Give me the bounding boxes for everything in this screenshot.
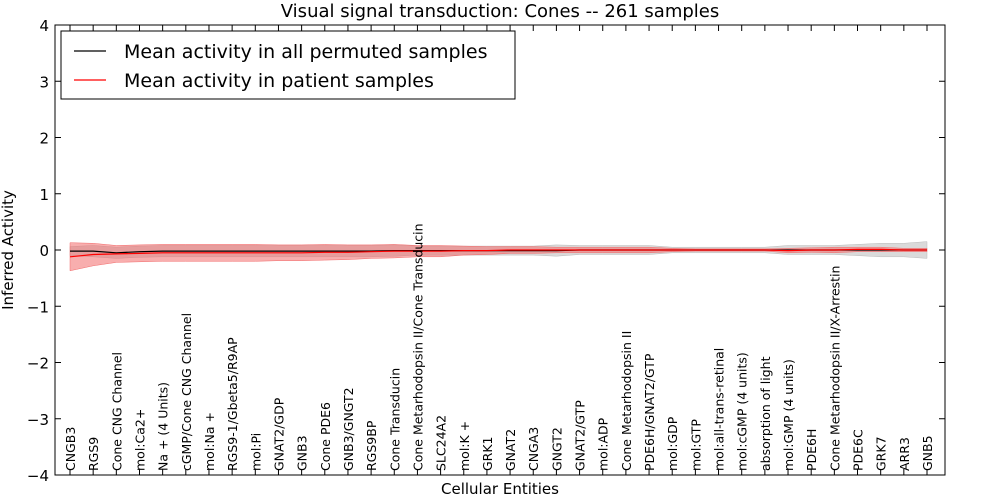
x-tick-label: cGMP/Cone CNG Channel — [179, 313, 194, 471]
x-tick-label: mol:Ca2+ — [132, 409, 147, 471]
x-tick-label: GNAT2/GDP — [271, 397, 286, 471]
x-tick-label: mol:GDP — [665, 416, 680, 471]
y-tick-label: 4 — [39, 17, 49, 35]
x-tick-label: Cone CNG Channel — [109, 352, 124, 471]
y-tick-label: −3 — [27, 411, 49, 429]
x-tick-label: GNB3 — [295, 435, 310, 471]
y-ticks: 4 3 2 1 0 −1 −2 −3 −4 — [27, 17, 945, 485]
x-tick-label: RGS9-1/Gbeta5/R9AP — [225, 337, 240, 471]
x-tick-label: RGS9 — [86, 437, 101, 471]
x-tick-label: absorption of light — [758, 356, 773, 471]
x-tick-label: mol:Na + — [202, 412, 217, 471]
x-tick-label: Cone PDE6 — [318, 402, 333, 471]
x-tick-label: GNGT2 — [549, 427, 564, 471]
x-tick-label: Na + (4 Units) — [156, 382, 171, 471]
x-tick-label: mol:all-trans-retinal — [712, 348, 727, 471]
legend: Mean activity in all permuted samples Me… — [60, 30, 516, 100]
legend-label-permuted: Mean activity in all permuted samples — [124, 41, 487, 63]
x-tick-label: mol:ADP — [596, 417, 611, 471]
y-tick-label: 3 — [39, 73, 49, 91]
x-tick-label: PDE6H — [804, 429, 819, 471]
x-tick-label: SLC24A2 — [434, 415, 449, 471]
y-tick-label: −1 — [27, 298, 49, 316]
x-tick-label: mol:GMP (4 units) — [781, 359, 796, 471]
x-tick-label: GNAT2 — [503, 429, 518, 471]
x-ticks — [69, 25, 928, 475]
x-tick-label: Cone Metarhodopsin II/Cone Transducin — [410, 223, 425, 471]
y-tick-label: 0 — [39, 242, 49, 260]
x-tick-label: GRK1 — [480, 436, 495, 471]
x-tick-label: GNAT2/GTP — [573, 400, 588, 471]
x-tick-label: mol:Pi — [248, 433, 263, 471]
x-tick-label: PDE6H/GNAT2/GTP — [642, 353, 657, 471]
y-tick-label: −2 — [27, 355, 49, 373]
x-tick-labels: CNGB3 RGS9 Cone CNG Channel mol:Ca2+ Na + (4… — [63, 223, 935, 471]
x-tick-label: Cone Metarhodopsin II/X-Arrestin — [827, 266, 842, 471]
x-tick-label: RGS9BP — [364, 420, 379, 471]
y-tick-label: 1 — [39, 186, 49, 204]
y-tick-label: 2 — [39, 130, 49, 148]
chart-title: Visual signal transduction: Cones -- 261… — [281, 1, 719, 22]
x-tick-label: GNB5 — [920, 435, 935, 471]
confidence-bands — [69, 241, 928, 272]
legend-label-patient: Mean activity in patient samples — [124, 70, 434, 92]
x-tick-label: mol:K + — [457, 421, 472, 471]
x-tick-label: Cone Transducin — [387, 368, 402, 471]
legend-box — [60, 30, 516, 100]
x-tick-label: CNGA3 — [526, 427, 541, 471]
x-tick-label: GRK7 — [874, 436, 889, 471]
series-line-patient — [69, 248, 927, 258]
x-tick-label: CNGB3 — [63, 427, 78, 471]
plot-frame — [54, 24, 946, 476]
y-axis-label: Inferred Activity — [0, 190, 17, 310]
x-tick-label: mol:GTP — [688, 419, 703, 471]
x-tick-label: PDE6C — [851, 429, 866, 471]
x-tick-label: ARR3 — [897, 437, 912, 471]
x-tick-label: mol:cGMP (4 units) — [735, 352, 750, 471]
x-axis-label: Cellular Entities — [441, 480, 559, 498]
y-tick-label: −4 — [27, 467, 49, 485]
series-lines — [69, 248, 927, 258]
x-tick-label: Cone Metarhodopsin II — [619, 331, 634, 471]
x-tick-label: GNB3/GNGT2 — [341, 387, 356, 471]
